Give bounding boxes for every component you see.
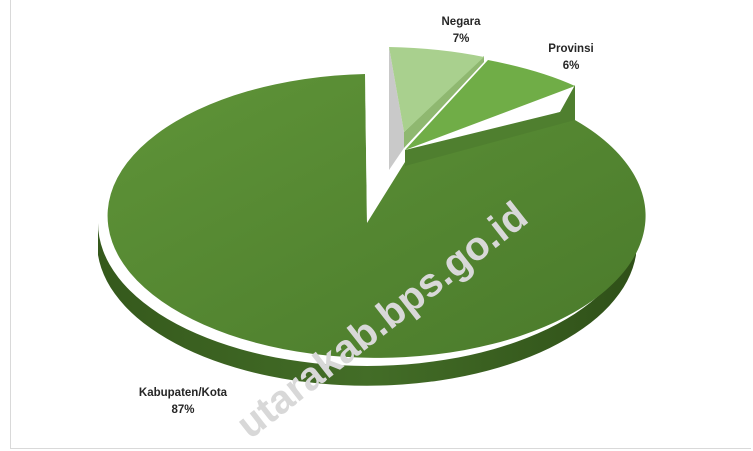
label-kabkota-pct: 87% [171, 404, 194, 416]
slice-kabupaten-kota [107, 74, 646, 358]
chart-frame [10, 0, 751, 449]
label-provinsi-name: Provinsi [548, 43, 593, 55]
slice-provinsi-side [405, 85, 575, 166]
slice-provinsi [405, 60, 575, 150]
label-negara-pct: 7% [453, 33, 470, 45]
label-kabkota-name: Kabupaten/Kota [139, 387, 228, 399]
slice-negara [389, 47, 484, 132]
slice-negara-side-right [404, 56, 484, 148]
slice-negara-side [389, 47, 404, 170]
label-provinsi-pct: 6% [563, 60, 580, 72]
label-negara-name: Negara [442, 16, 482, 28]
slice-kabupaten-kota-inner-wall [365, 74, 367, 223]
